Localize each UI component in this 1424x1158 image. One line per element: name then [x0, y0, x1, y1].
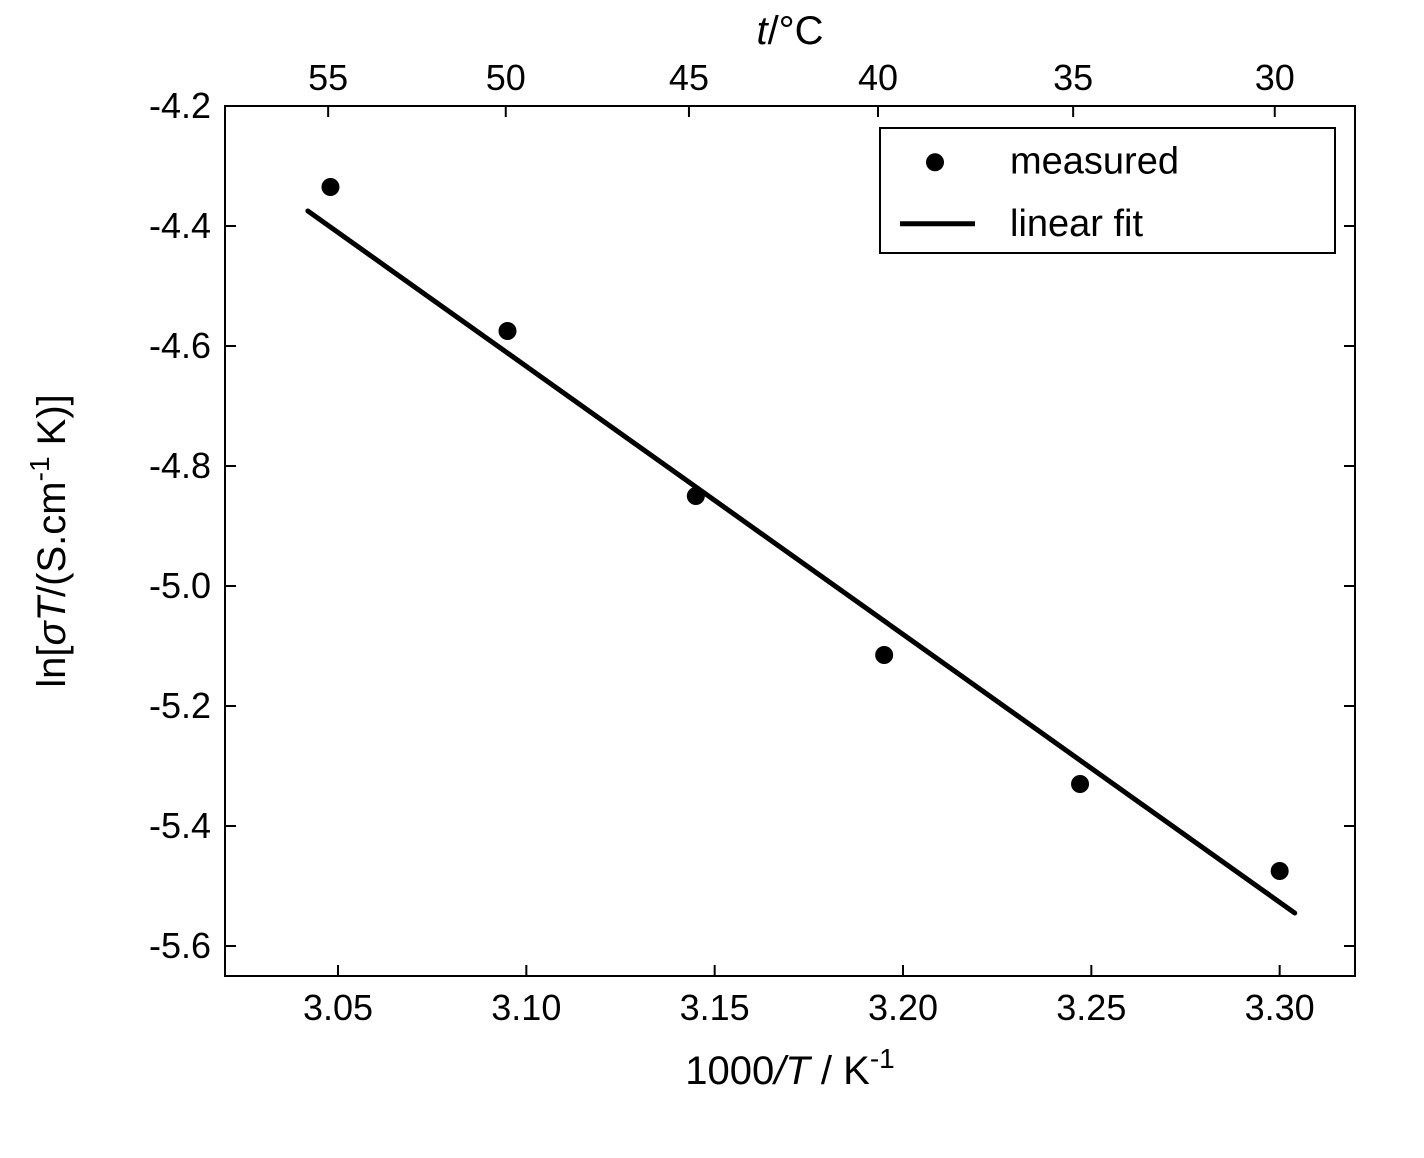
y-tick-label: -4.4: [149, 205, 211, 246]
legend-label-linear-fit: linear fit: [1010, 203, 1143, 245]
scatter-marker: [499, 322, 517, 340]
x-bottom-tick-label: 3.30: [1245, 987, 1315, 1028]
linear-fit-line: [308, 211, 1295, 913]
legend-marker-icon: [926, 153, 944, 171]
x-top-tick-label: 40: [858, 57, 898, 98]
x-top-axis-label: t/°C: [756, 9, 823, 53]
x-top-tick-label: 35: [1053, 57, 1093, 98]
scatter-marker: [875, 646, 893, 664]
y-tick-label: -5.0: [149, 565, 211, 606]
x-top-tick-label: 50: [486, 57, 526, 98]
x-bottom-tick-label: 3.20: [868, 987, 938, 1028]
x-top-tick-label: 45: [669, 57, 709, 98]
y-tick-label: -5.4: [149, 805, 211, 846]
x-bottom-tick-label: 3.15: [680, 987, 750, 1028]
scatter-marker: [1271, 862, 1289, 880]
y-tick-label: -4.8: [149, 445, 211, 486]
y-tick-label: -4.6: [149, 325, 211, 366]
legend-label-measured: measured: [1010, 140, 1179, 182]
x-bottom-axis-label: 1000/T / K-1: [685, 1043, 894, 1093]
y-tick-label: -5.2: [149, 685, 211, 726]
arrhenius-chart: 3.05 3.10 3.15 3.20 3.25 3.30 1000/T / K-1 55 50…: [0, 0, 1424, 1158]
x-bottom-tick-label: 3.25: [1056, 987, 1126, 1028]
scatter-marker: [321, 178, 339, 196]
y-axis-label: ln[σT/(S.cm-1 K)]: [24, 394, 74, 688]
x-bottom-tick-label: 3.05: [303, 987, 373, 1028]
scatter-marker: [1071, 775, 1089, 793]
x-top-tick-label: 55: [308, 57, 348, 98]
x-bottom-tick-label: 3.10: [491, 987, 561, 1028]
y-tick-label: -4.2: [149, 85, 211, 126]
y-tick-label: -5.6: [149, 925, 211, 966]
scatter-marker: [687, 487, 705, 505]
chart-container: 3.05 3.10 3.15 3.20 3.25 3.30 1000/T / K-1 55 50…: [0, 0, 1424, 1158]
x-top-tick-label: 30: [1255, 57, 1295, 98]
